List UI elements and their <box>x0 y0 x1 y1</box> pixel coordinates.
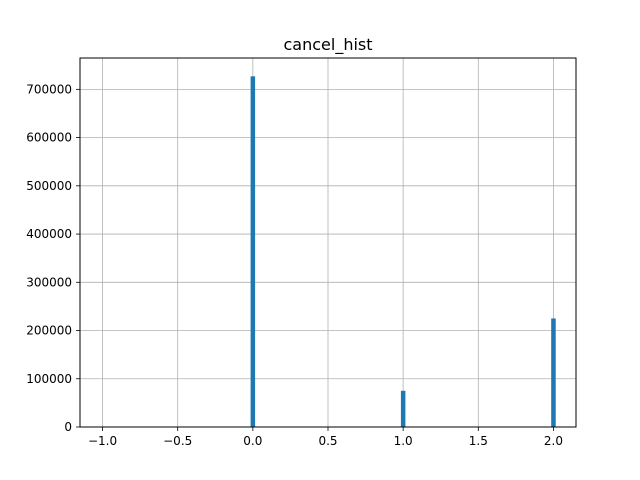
y-tick-label: 0 <box>64 420 72 434</box>
chart-title: cancel_hist <box>283 35 372 55</box>
histogram-bar <box>551 318 556 427</box>
y-tick-label: 100000 <box>26 372 72 386</box>
y-tick-label: 300000 <box>26 275 72 289</box>
y-tick-label: 600000 <box>26 131 72 145</box>
x-tick-label: 1.5 <box>469 434 488 448</box>
x-tick-label: −0.5 <box>163 434 192 448</box>
x-tick-label: 0.0 <box>243 434 262 448</box>
y-tick-label: 400000 <box>26 227 72 241</box>
y-axis-ticks: 0 100000 200000 300000 400000 500000 600000 700… <box>26 82 80 434</box>
x-axis-ticks: −1.0 −0.5 0.0 0.5 1.0 1.5 2.0 <box>88 427 563 448</box>
histogram-bar <box>250 76 256 428</box>
x-tick-label: −1.0 <box>88 434 117 448</box>
x-tick-label: 2.0 <box>544 434 563 448</box>
y-tick-label: 700000 <box>26 82 72 96</box>
histogram-bar <box>400 390 406 427</box>
x-tick-label: 1.0 <box>394 434 413 448</box>
y-tick-label: 500000 <box>26 179 72 193</box>
x-tick-label: 0.5 <box>318 434 337 448</box>
grid-lines <box>80 58 576 428</box>
y-tick-label: 200000 <box>26 324 72 338</box>
